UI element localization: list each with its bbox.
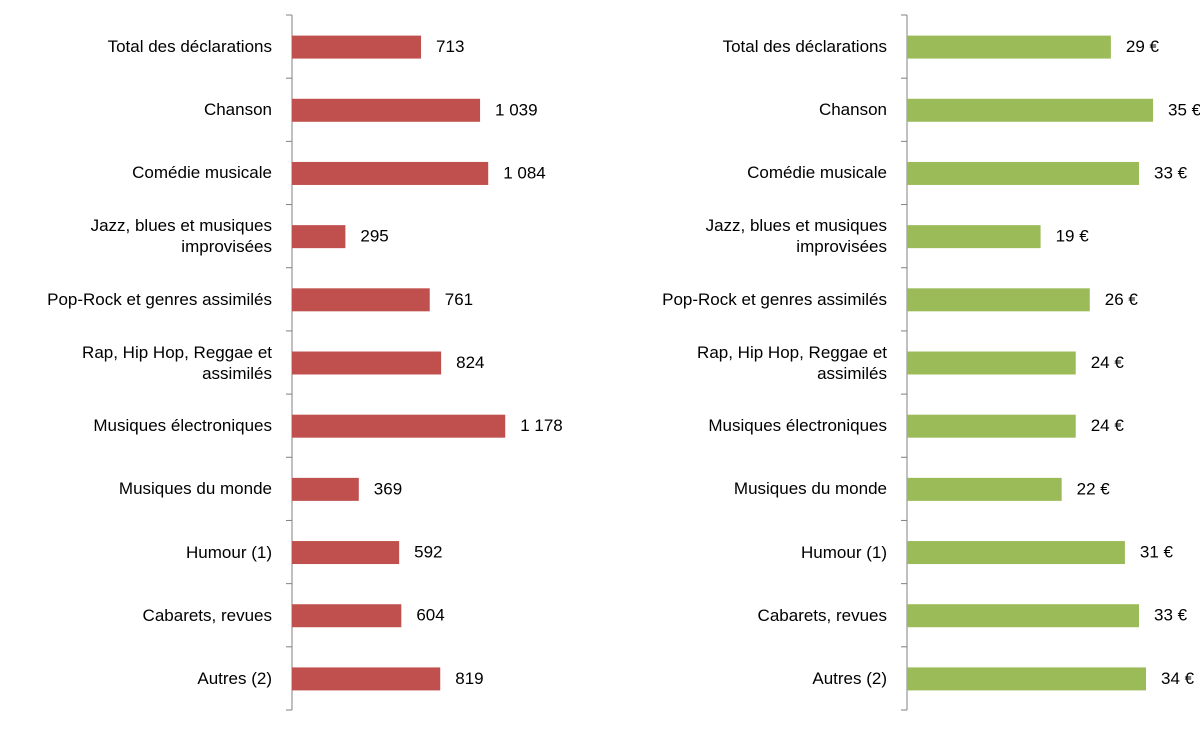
value-label: 819 xyxy=(455,669,483,688)
category-label: Chanson xyxy=(818,100,887,120)
category-label: Total des déclarations xyxy=(107,37,272,57)
bar xyxy=(292,98,481,122)
bar xyxy=(292,604,402,628)
category-label: Jazz, blues et musiques improvisées xyxy=(90,216,272,257)
value-label: 33 € xyxy=(1154,606,1188,625)
category-label: Musiques du monde xyxy=(733,479,887,499)
value-label: 33 € xyxy=(1154,163,1188,182)
value-label: 35 € xyxy=(1168,100,1200,119)
value-label: 22 € xyxy=(1077,479,1111,498)
category-label: Musiques électroniques xyxy=(708,416,887,436)
category-label: Rap, Hip Hop, Reggae et assimilés xyxy=(697,342,887,383)
category-label: Humour (1) xyxy=(801,542,887,562)
value-label: 34 € xyxy=(1161,669,1195,688)
bar xyxy=(907,541,1125,565)
category-label: Comédie musicale xyxy=(747,163,887,183)
category-label: Pop-Rock et genres assimilés xyxy=(47,289,272,309)
bar xyxy=(292,541,400,565)
category-label: Comédie musicale xyxy=(132,163,272,183)
bar xyxy=(907,98,1154,122)
bar xyxy=(292,161,489,185)
category-label: Chanson xyxy=(203,100,272,120)
bar xyxy=(292,414,506,438)
value-label: 592 xyxy=(414,543,442,562)
bar xyxy=(292,477,359,501)
value-label: 29 € xyxy=(1126,37,1160,56)
value-label: 604 xyxy=(416,606,444,625)
category-label: Cabarets, revues xyxy=(142,605,272,625)
bar xyxy=(907,477,1062,501)
value-label: 1 039 xyxy=(495,100,538,119)
value-label: 761 xyxy=(445,290,473,309)
bar xyxy=(292,351,442,375)
category-label: Musiques du monde xyxy=(118,479,272,499)
bar xyxy=(292,667,441,691)
value-label: 26 € xyxy=(1105,290,1139,309)
bar xyxy=(907,604,1139,628)
bar xyxy=(907,667,1147,691)
category-label: Jazz, blues et musiques improvisées xyxy=(705,216,887,257)
bar xyxy=(907,161,1139,185)
category-label: Musiques électroniques xyxy=(93,416,272,436)
value-label: 1 178 xyxy=(520,416,563,435)
bar xyxy=(907,351,1076,375)
category-label: Cabarets, revues xyxy=(757,605,887,625)
value-label: 295 xyxy=(360,227,388,246)
value-label: 24 € xyxy=(1091,353,1125,372)
category-label: Rap, Hip Hop, Reggae et assimilés xyxy=(82,342,272,383)
value-label: 1 084 xyxy=(503,163,546,182)
category-label: Humour (1) xyxy=(186,542,272,562)
value-label: 24 € xyxy=(1091,416,1125,435)
bar xyxy=(907,288,1090,312)
bar xyxy=(907,35,1111,59)
value-label: 19 € xyxy=(1056,227,1090,246)
bar xyxy=(292,288,430,312)
value-label: 824 xyxy=(456,353,484,372)
category-label: Autres (2) xyxy=(812,668,887,688)
bar xyxy=(907,225,1041,249)
category-label: Pop-Rock et genres assimilés xyxy=(662,289,887,309)
bar xyxy=(292,225,346,249)
value-label: 369 xyxy=(374,479,402,498)
value-label: 713 xyxy=(436,37,464,56)
category-label: Autres (2) xyxy=(197,668,272,688)
bar xyxy=(292,35,422,59)
bar xyxy=(907,414,1076,438)
value-label: 31 € xyxy=(1140,543,1174,562)
category-label: Total des déclarations xyxy=(722,37,887,57)
